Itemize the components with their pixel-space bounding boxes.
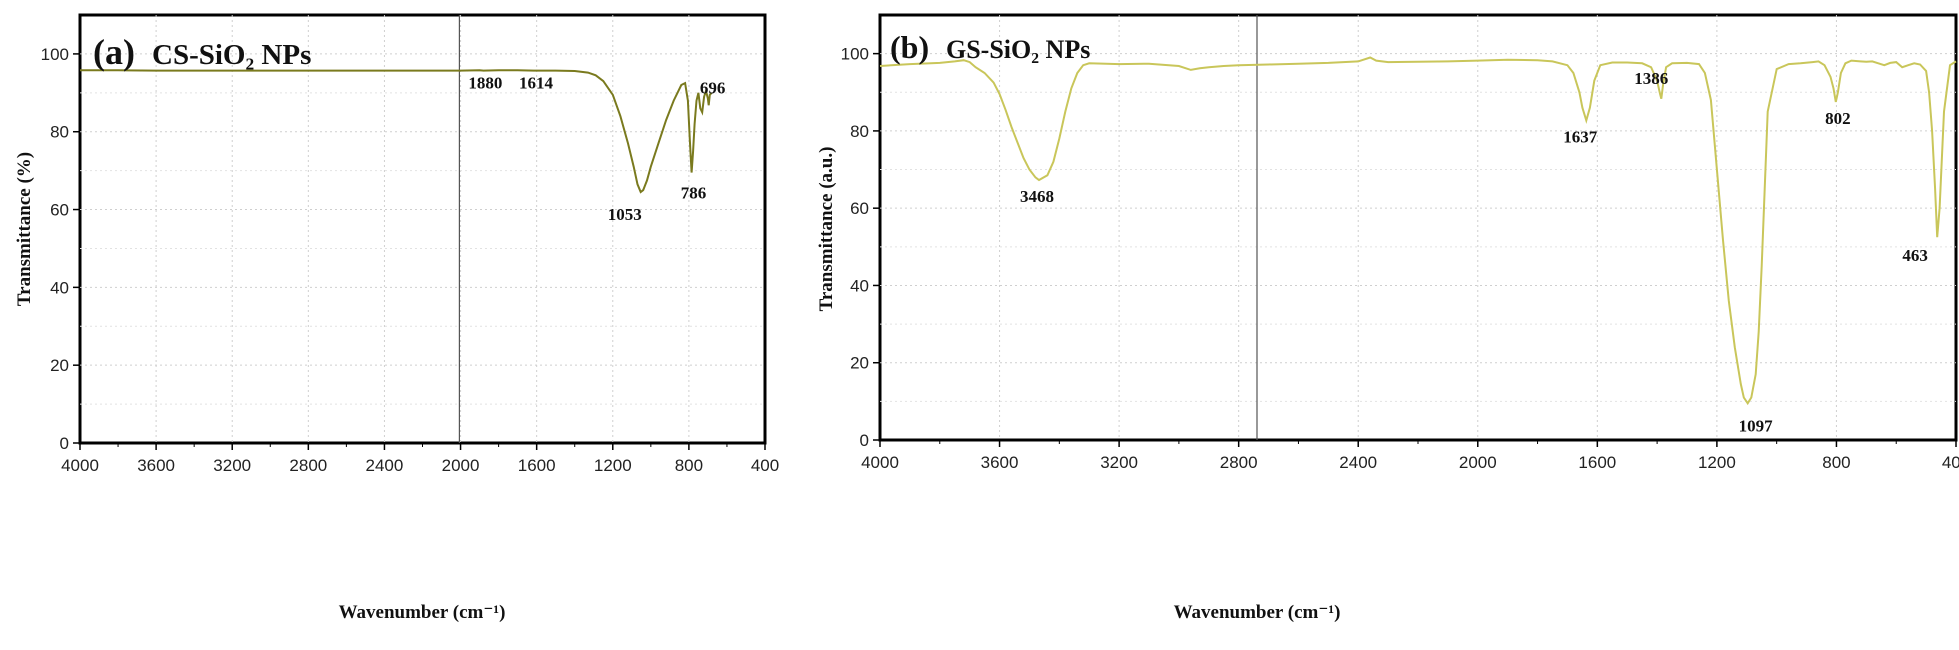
x-tick-label: 2800 — [289, 456, 327, 475]
y-tick-label: 80 — [850, 122, 869, 141]
x-tick-label: 400 — [1942, 453, 1959, 472]
peak-label: 463 — [1902, 246, 1928, 265]
panel-b-y-axis-title: Transmittance (a.u.) — [816, 147, 837, 312]
panel-a-x-axis-title: Wavenumber (cm⁻¹) — [339, 602, 506, 623]
panel-b-label: (b) — [890, 29, 929, 65]
peak-label: 696 — [700, 78, 726, 97]
y-tick-label: 60 — [850, 199, 869, 218]
panel-b-grid — [880, 15, 1956, 440]
peak-label: 1637 — [1563, 127, 1598, 146]
x-tick-label: 4000 — [61, 456, 99, 475]
peak-label: 1386 — [1634, 69, 1668, 88]
x-tick-label: 1200 — [594, 456, 632, 475]
y-tick-label: 0 — [860, 431, 869, 450]
x-tick-label: 800 — [1822, 453, 1850, 472]
panel-a-label: (a) — [93, 32, 135, 72]
x-tick-label: 1600 — [1578, 453, 1616, 472]
peak-label: 1053 — [608, 205, 642, 224]
y-tick-label: 20 — [850, 354, 869, 373]
x-tick-label: 3600 — [137, 456, 175, 475]
peak-label: 1614 — [519, 74, 554, 93]
peak-label: 3468 — [1020, 187, 1054, 206]
y-tick-label: 100 — [841, 45, 869, 64]
peak-label: 802 — [1825, 109, 1851, 128]
peak-label: 1097 — [1739, 416, 1774, 435]
panel-a: 4000 3600 3200 2800 2400 2000 1600 1200 800 400 0… — [14, 13, 779, 623]
x-tick-label: 2400 — [366, 456, 404, 475]
y-tick-label: 80 — [50, 123, 69, 142]
panel-a-title: CS-SiO₂ NPs — [152, 39, 311, 71]
panel-b-peak-labels: 3468 1637 1386 802 1097 463 — [1020, 69, 1928, 435]
y-tick-label: 20 — [50, 356, 69, 375]
x-tick-label: 3200 — [213, 456, 251, 475]
panel-b-x-axis-title: Wavenumber (cm⁻¹) — [1174, 602, 1341, 623]
panel-b-spectrum-line — [879, 56, 1957, 406]
x-tick-label: 3600 — [981, 453, 1019, 472]
x-tick-label: 400 — [751, 456, 779, 475]
panel-a-peak-labels: 1880 1614 1053 786 696 — [468, 74, 725, 224]
panel-b-x-ticks: 4000 3600 3200 2800 2400 2000 1600 1200 800 400 — [861, 440, 1959, 472]
peak-label: 786 — [681, 184, 707, 203]
peak-label: 1880 — [468, 74, 502, 93]
x-tick-label: 1200 — [1698, 453, 1736, 472]
panel-b-y-ticks: 0 20 40 60 80 100 — [841, 45, 880, 450]
x-tick-label: 1600 — [518, 456, 556, 475]
x-tick-label: 2000 — [1459, 453, 1497, 472]
panel-a-x-ticks: 4000 3600 3200 2800 2400 2000 1600 1200 800 400 — [61, 443, 779, 475]
panel-b-title: GS-SiO₂ NPs — [946, 35, 1090, 64]
y-tick-label: 40 — [850, 276, 869, 295]
y-tick-label: 100 — [41, 45, 69, 64]
panel-a-grid — [80, 15, 765, 443]
y-tick-label: 40 — [50, 278, 69, 297]
panel-a-y-ticks: 0 20 40 60 80 100 — [41, 45, 80, 453]
x-tick-label: 3200 — [1100, 453, 1138, 472]
x-tick-label: 4000 — [861, 453, 899, 472]
y-tick-label: 60 — [50, 201, 69, 220]
panel-a-plot-frame — [78, 13, 767, 445]
panel-a-y-axis-title: Transmittance (%) — [14, 152, 35, 306]
x-tick-label: 2800 — [1220, 453, 1258, 472]
x-tick-label: 2000 — [442, 456, 480, 475]
panel-a-spectrum-line — [80, 69, 713, 194]
y-tick-label: 0 — [60, 434, 69, 453]
panel-b-plot-frame — [878, 13, 1958, 442]
x-tick-label: 2400 — [1339, 453, 1377, 472]
x-tick-label: 800 — [675, 456, 703, 475]
